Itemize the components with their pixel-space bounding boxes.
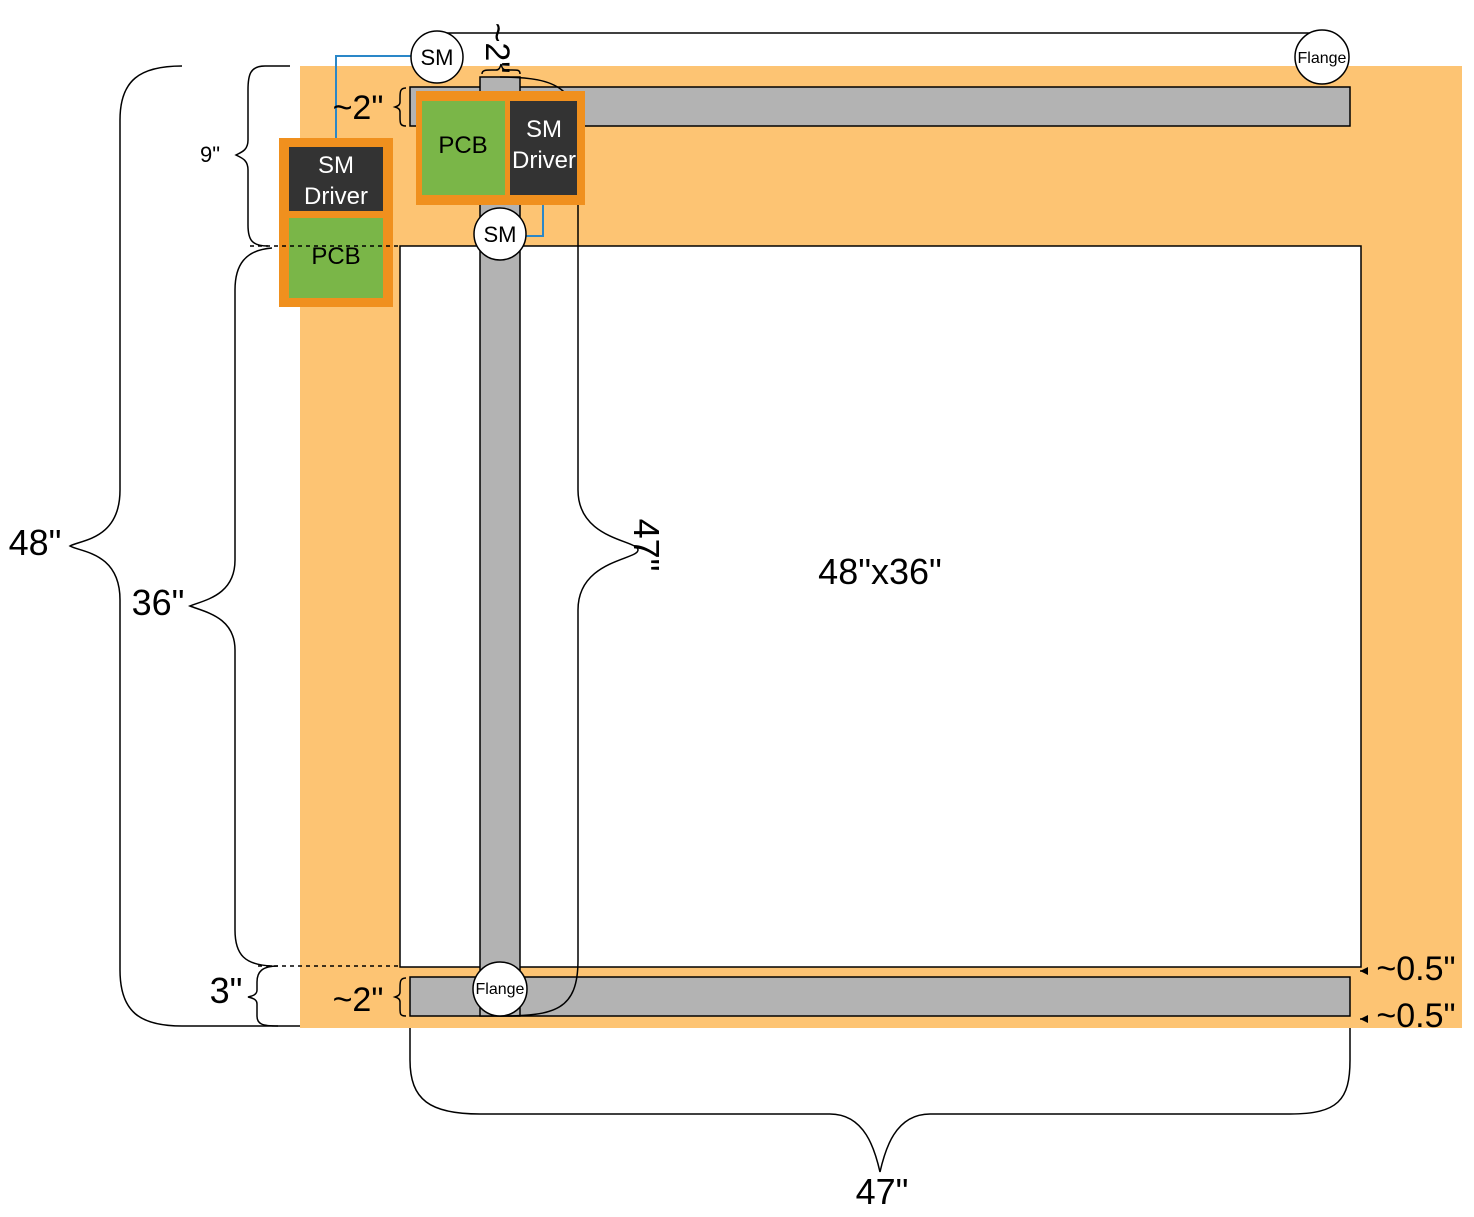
dim-total-height: 48" xyxy=(9,522,62,563)
arrow-gap-bottom-head xyxy=(1360,1015,1368,1023)
flange-top-label: Flange xyxy=(1298,50,1347,67)
dim-vertical-rail-length: 47" xyxy=(626,519,667,572)
dim-horizontal-rail-length: 47" xyxy=(856,1171,909,1212)
top-pcb xyxy=(422,101,505,195)
arrow-gap-top-head xyxy=(1360,967,1368,975)
wire-left xyxy=(335,55,412,147)
wire-top xyxy=(526,196,544,237)
dim-bottom-margin: 3" xyxy=(210,970,243,1011)
brace-bottom-rail xyxy=(392,977,407,1017)
brace-total-height xyxy=(68,65,300,1027)
top-driver xyxy=(510,101,577,195)
left-driver xyxy=(289,147,383,211)
work-area xyxy=(399,245,1362,968)
brace-bottom-margin xyxy=(247,965,279,1027)
flange-bottom xyxy=(472,961,528,1017)
dim-top-margin: 9" xyxy=(200,142,220,167)
dim-gap-top: ~0.5" xyxy=(1376,950,1455,988)
dim-rail-width-top: ~2" xyxy=(333,89,384,127)
bottom-rail xyxy=(409,976,1351,1017)
brace-top-margin xyxy=(234,65,290,247)
sm-top-motor xyxy=(410,30,464,84)
left-pcb xyxy=(289,218,383,298)
flange-bottom-label: Flange xyxy=(476,981,525,998)
top-driver-label-line2: Driver xyxy=(512,147,576,174)
dim-gap-bottom: ~0.5" xyxy=(1376,997,1455,1035)
left-driver-label-line1: SM xyxy=(318,152,354,179)
sm-mid-motor xyxy=(473,207,527,261)
top-pcb-label: PCB xyxy=(438,132,487,159)
left-pcb-label: PCB xyxy=(311,243,360,270)
left-driver-label-line2: Driver xyxy=(304,183,368,210)
brace-inner-height xyxy=(187,247,273,967)
brace-top-rail xyxy=(392,87,407,127)
top-driver-label-line1: SM xyxy=(526,116,562,143)
brace-horizontal-length xyxy=(409,1028,1351,1173)
sm-mid-label: SM xyxy=(484,222,517,247)
dim-rail-width-bottom: ~2" xyxy=(333,981,384,1019)
sm-top-label: SM xyxy=(421,45,454,70)
flange-top xyxy=(1294,29,1350,85)
dim-inner-height: 36" xyxy=(132,582,185,623)
dim-rail-width-vertical: ~2" xyxy=(478,23,516,74)
work-area-label: 48"x36" xyxy=(818,551,942,592)
brace-vertical-rail xyxy=(481,63,521,75)
